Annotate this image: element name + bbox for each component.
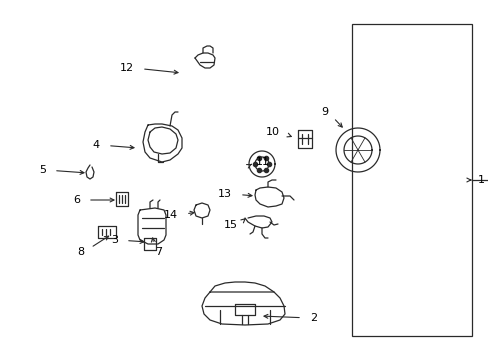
- Text: 3: 3: [111, 235, 118, 245]
- Text: 4: 4: [93, 140, 100, 150]
- Text: 9: 9: [320, 107, 327, 117]
- Text: 11: 11: [256, 157, 269, 167]
- Text: 2: 2: [309, 313, 317, 323]
- Text: 7: 7: [155, 247, 162, 257]
- Text: 1: 1: [477, 175, 484, 185]
- Text: 14: 14: [163, 210, 178, 220]
- Text: 8: 8: [77, 247, 84, 257]
- Bar: [351, 24, 471, 336]
- Text: 12: 12: [120, 63, 134, 73]
- Text: 13: 13: [218, 189, 231, 199]
- Text: 10: 10: [265, 127, 280, 137]
- Text: 15: 15: [224, 220, 238, 230]
- Text: 5: 5: [39, 165, 46, 175]
- Text: 6: 6: [73, 195, 80, 205]
